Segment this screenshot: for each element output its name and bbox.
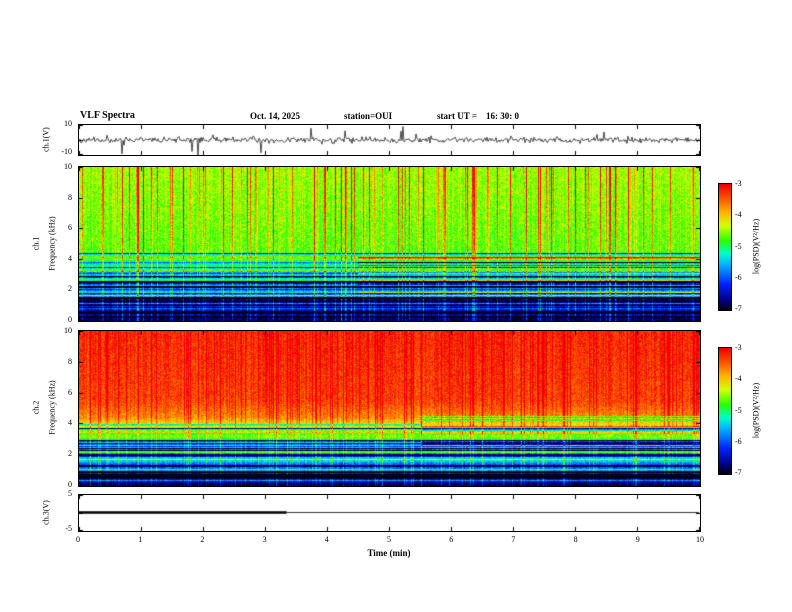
spec2-y-tick-label: 6 bbox=[68, 387, 72, 397]
spec1-y-tick-label: 8 bbox=[68, 192, 72, 202]
ch1-spectrogram-panel bbox=[78, 166, 701, 322]
x-tick-label: 1 bbox=[138, 535, 143, 544]
ch1-spectrogram-canvas bbox=[79, 167, 700, 321]
ch3-canvas bbox=[79, 495, 700, 531]
x-axis-label: Time (min) bbox=[367, 548, 411, 558]
spec1-y-tick-label: 6 bbox=[68, 223, 72, 233]
ch2-spectrogram-panel bbox=[78, 330, 701, 487]
spec1-y-tick-label: 10 bbox=[64, 162, 72, 171]
ch3-ymin-label: -5 bbox=[65, 524, 72, 533]
cb1-tick-label: -6 bbox=[735, 272, 742, 282]
station-label: station=OUI bbox=[344, 111, 393, 121]
cb2-tick-label: -7 bbox=[735, 468, 742, 477]
spec1-y-tick-label: 4 bbox=[68, 253, 72, 263]
cb2-tick-label: -4 bbox=[735, 374, 742, 384]
cb1-tick-label: -4 bbox=[735, 210, 742, 220]
ch2-spectrogram-canvas bbox=[79, 331, 700, 486]
spec2-channel-label: ch.2 bbox=[31, 400, 41, 415]
x-tick-label: 7 bbox=[511, 535, 516, 544]
cb1-tick-label: -3 bbox=[735, 179, 742, 188]
spec2-y-tick-label: 4 bbox=[68, 418, 72, 428]
spec2-y-tick-label: 10 bbox=[64, 326, 72, 335]
colorbar1-canvas bbox=[719, 184, 731, 310]
ch1-waveform-panel bbox=[78, 124, 701, 156]
spec1-y-tick-label: 0 bbox=[68, 315, 72, 324]
date-label: Oct. 14, 2025 bbox=[250, 111, 300, 121]
ch3-panel bbox=[78, 494, 701, 532]
ch3-ymax-label: 5 bbox=[68, 489, 72, 498]
spec1-channel-label: ch.1 bbox=[31, 236, 41, 251]
x-tick-label: 8 bbox=[573, 535, 578, 544]
x-tick-label: 0 bbox=[76, 535, 80, 544]
ch1-waveform-canvas bbox=[79, 125, 700, 155]
spec1-frequency-axis-label: Frequency (kHz) bbox=[47, 216, 57, 271]
figure-title: VLF Spectra bbox=[80, 110, 135, 121]
x-tick-label: 5 bbox=[387, 535, 391, 544]
colorbar-spec2 bbox=[718, 347, 732, 475]
cb1-tick-label: -7 bbox=[735, 304, 742, 313]
start-ut-label: start UT = 16: 30: 0 bbox=[437, 111, 519, 121]
cb2-tick-label: -5 bbox=[735, 405, 742, 415]
x-tick-label: 4 bbox=[324, 535, 329, 544]
ch1-wave-ymin-label: -10 bbox=[61, 147, 72, 156]
spec2-y-tick-label: 8 bbox=[68, 356, 72, 366]
x-tick-label: 9 bbox=[635, 535, 640, 544]
spec2-frequency-axis-label: Frequency (kHz) bbox=[47, 380, 57, 435]
colorbar2-canvas bbox=[719, 348, 731, 474]
x-tick-label: 6 bbox=[449, 535, 454, 544]
spec1-y-tick-label: 2 bbox=[68, 284, 72, 294]
spec2-y-tick-label: 0 bbox=[68, 480, 72, 489]
x-tick-label: 2 bbox=[200, 535, 205, 544]
spec2-y-tick-label: 2 bbox=[68, 449, 72, 459]
cb2-tick-label: -6 bbox=[735, 436, 742, 446]
colorbar-spec1 bbox=[718, 183, 732, 311]
x-tick-label: 3 bbox=[262, 535, 267, 544]
cb2-tick-label: -3 bbox=[735, 343, 742, 352]
cb1-tick-label: -5 bbox=[735, 241, 742, 251]
ch1-wave-ymax-label: 10 bbox=[64, 119, 72, 128]
x-tick-label: 10 bbox=[696, 535, 704, 544]
